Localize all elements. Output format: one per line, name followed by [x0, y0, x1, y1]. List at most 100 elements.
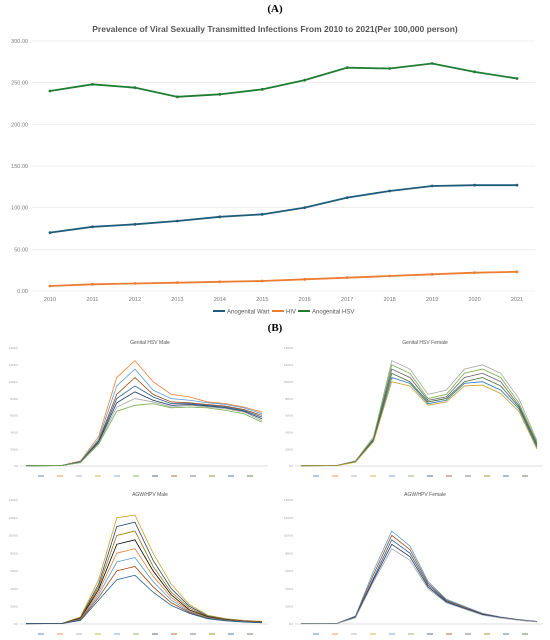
small-series-line [25, 376, 263, 467]
main-data-point [260, 212, 264, 216]
main-x-tick-label: 2015 [256, 297, 268, 303]
main-data-point [345, 196, 349, 200]
main-data-point [218, 92, 222, 96]
main-data-point [473, 70, 476, 74]
small-series-line [25, 574, 263, 625]
genital-hsv-female-title: Genital HSV Female [402, 340, 448, 346]
small-series-line [301, 530, 538, 624]
genital-hsv-male-y-ticks: 0.0 200.0 400.0 600.0 800.0 1000.0 1200.0 1400.… [9, 346, 268, 468]
main-chart-x-ticks: 2010 2011 2012 2013 2014 2015 2016 2017 2018 2019… [44, 297, 523, 303]
small-series-line [301, 360, 538, 466]
main-x-tick-label: 2021 [511, 297, 523, 303]
agw-hpv-male-title: AGW/HPV Male [132, 492, 168, 498]
main-x-tick-label: 2012 [129, 297, 141, 303]
main-x-tick-label: 2011 [87, 297, 99, 303]
small-series-line [300, 381, 538, 467]
small-series-line [300, 543, 538, 625]
main-data-point [48, 231, 52, 235]
main-y-tick-label: 100.00 [11, 206, 28, 212]
small-y-tick-label: 600.0 [285, 569, 293, 573]
main-data-point [515, 270, 519, 274]
small-y-tick-label: 1400.0 [284, 346, 294, 350]
main-x-tick-label: 2016 [299, 297, 311, 303]
main-data-point [473, 271, 476, 275]
main-x-tick-label: 2014 [214, 297, 226, 303]
agw-hpv-male-y-ticks: 0.0 200.0 400.0 600.0 800.0 1000.0 1200.0 1400.… [9, 498, 268, 626]
main-x-tick-label: 2017 [341, 297, 353, 303]
small-y-tick-label: 1000.0 [284, 534, 294, 538]
small-series-line [25, 403, 263, 467]
main-data-point [345, 66, 349, 70]
main-chart-legend: Anogenital Wart HIV Anogenital HSV [213, 310, 354, 316]
panel-a-label: (A) [267, 3, 283, 15]
main-chart-y-ticks: 0.00 50.00 100.00 150.00 200.00 250.00 300.00 [11, 39, 28, 295]
main-y-tick-label: 200.00 [11, 122, 28, 128]
agw-hpv-female-chart: AGW/HPV Female 0.0 200.0 400.0 600.0 800.0 10… [284, 492, 543, 635]
genital-hsv-female-series [300, 360, 538, 467]
main-chart-title: Prevalence of Viral Sexually Transmitted… [92, 24, 458, 34]
main-data-point [430, 62, 434, 65]
legend-label-hiv: HIV [286, 310, 296, 316]
small-y-tick-label: 0.0 [289, 464, 294, 468]
main-data-point [388, 274, 392, 278]
main-data-point [133, 86, 137, 90]
main-data-point [91, 282, 94, 286]
small-y-tick-label: 400.0 [285, 430, 293, 434]
genital-hsv-male-title: Genital HSV Male [130, 340, 170, 346]
small-series-line [26, 360, 263, 466]
small-series-line [25, 530, 263, 625]
small-y-tick-label: 800.0 [10, 397, 18, 401]
main-data-point [260, 87, 264, 91]
main-y-tick-label: 250.00 [11, 81, 28, 87]
small-series-line [300, 534, 538, 625]
main-data-point [133, 282, 137, 285]
main-data-point [430, 184, 434, 188]
small-series-line [25, 368, 263, 467]
main-data-point [515, 77, 519, 80]
small-series-line [300, 372, 538, 467]
small-y-tick-label: 400.0 [10, 430, 18, 434]
small-series-line [25, 391, 263, 467]
panel-b-label: (B) [267, 322, 283, 334]
genital-hsv-female-chart: Genital HSV Female 0.0 200.0 400.0 600.0 800… [284, 340, 543, 477]
main-data-point [515, 183, 519, 187]
main-data-point [91, 82, 94, 86]
main-y-tick-label: 0.00 [17, 289, 28, 295]
small-y-tick-label: 400.0 [10, 587, 18, 591]
main-data-point [260, 279, 264, 283]
genital-hsv-male-chart: Genital HSV Male 0.0 200.0 400.0 600.0 800.0… [9, 340, 268, 477]
small-y-tick-label: 400.0 [285, 587, 293, 591]
genital-hsv-female-y-ticks: 0.0 200.0 400.0 600.0 800.0 1000.0 1200.0 1400.… [284, 346, 543, 468]
legend-label-wart: Anogenital Wart [227, 310, 270, 316]
small-series-line [25, 565, 263, 625]
legend-entry-wart: Anogenital Wart [213, 310, 270, 316]
genital-hsv-male-series [25, 360, 263, 467]
main-data-point [388, 67, 392, 70]
small-y-tick-label: 1200.0 [9, 516, 19, 520]
main-series-line-0 [49, 184, 517, 234]
legend-entry-hsv: Anogenital HSV [298, 310, 354, 316]
main-y-tick-label: 300.00 [11, 39, 28, 45]
main-data-point [91, 225, 94, 229]
main-data-point [473, 183, 476, 187]
main-data-point [388, 189, 392, 193]
main-y-tick-label: 50.00 [14, 247, 28, 253]
main-data-point [430, 272, 434, 276]
main-data-point [303, 206, 307, 210]
main-y-tick-label: 150.00 [11, 164, 28, 170]
small-y-tick-label: 200.0 [285, 604, 293, 608]
small-y-tick-label: 1000.0 [284, 380, 294, 384]
small-series-line [25, 385, 263, 467]
small-series-line [25, 548, 263, 625]
small-series-line [300, 539, 538, 625]
small-y-tick-label: 0.0 [14, 464, 19, 468]
main-data-point [218, 280, 222, 284]
small-y-tick-label: 200.0 [10, 447, 18, 451]
main-x-tick-label: 2020 [468, 297, 480, 303]
small-y-tick-label: 800.0 [10, 551, 18, 555]
agw-hpv-male-chart: AGW/HPV Male 0.0 200.0 400.0 600.0 800.0 1000… [9, 492, 268, 635]
agw-hpv-female-y-ticks: 0.0 200.0 400.0 600.0 800.0 1000.0 1200.0 1400.… [284, 498, 543, 626]
agw-hpv-female-series [300, 530, 538, 625]
main-data-point [133, 222, 137, 226]
small-y-tick-label: 800.0 [285, 551, 293, 555]
